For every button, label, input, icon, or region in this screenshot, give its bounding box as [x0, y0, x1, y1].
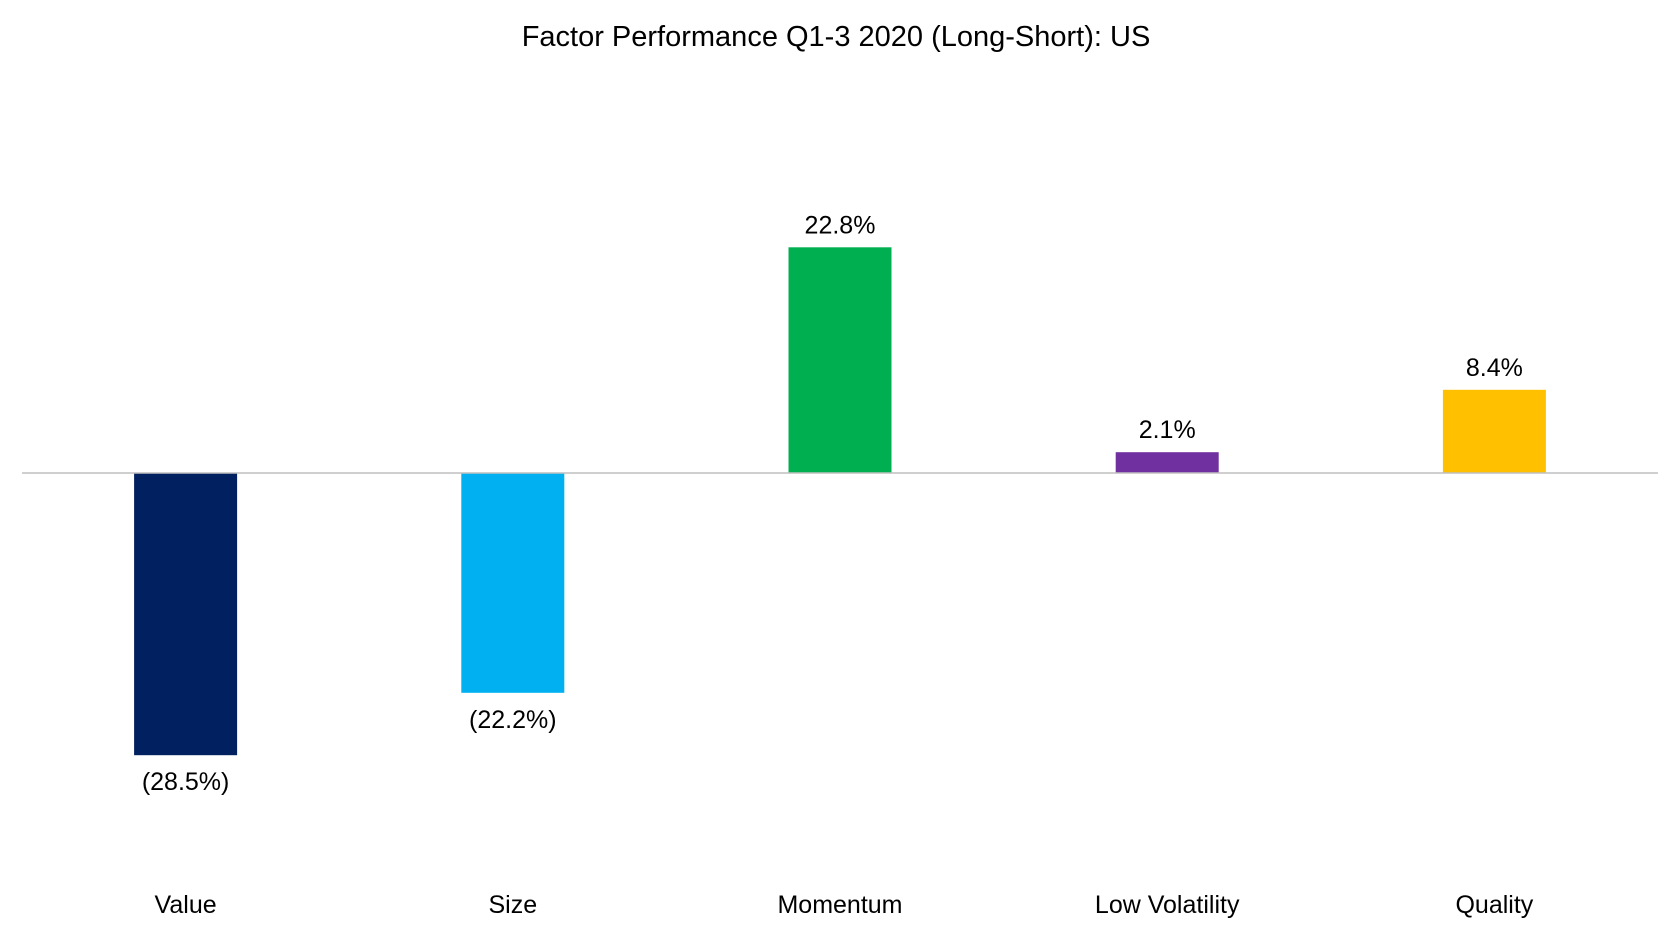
bar-size	[461, 473, 565, 693]
bar-value	[134, 473, 238, 756]
data-label-low-volatility: 2.1%	[1139, 416, 1196, 444]
bar-low-volatility	[1115, 452, 1219, 473]
data-label-momentum: 22.8%	[805, 211, 876, 239]
category-label-quality: Quality	[1455, 891, 1533, 919]
category-label-value: Value	[155, 891, 217, 919]
chart-title: Factor Performance Q1-3 2020 (Long-Short…	[522, 21, 1151, 53]
category-label-low-volatility: Low Volatility	[1095, 891, 1240, 919]
bars-group	[134, 247, 1546, 756]
category-labels-group: Value Size Momentum Low Volatility Quality	[155, 891, 1534, 919]
category-label-momentum: Momentum	[777, 891, 902, 919]
category-label-size: Size	[488, 891, 537, 919]
data-label-value: (28.5%)	[142, 768, 230, 796]
data-label-quality: 8.4%	[1466, 354, 1523, 382]
bar-momentum	[788, 247, 892, 473]
data-label-size: (22.2%)	[469, 706, 557, 734]
bar-quality	[1442, 389, 1546, 473]
data-labels-group: (28.5%) (22.2%) 22.8% 2.1% 8.4%	[142, 211, 1523, 796]
